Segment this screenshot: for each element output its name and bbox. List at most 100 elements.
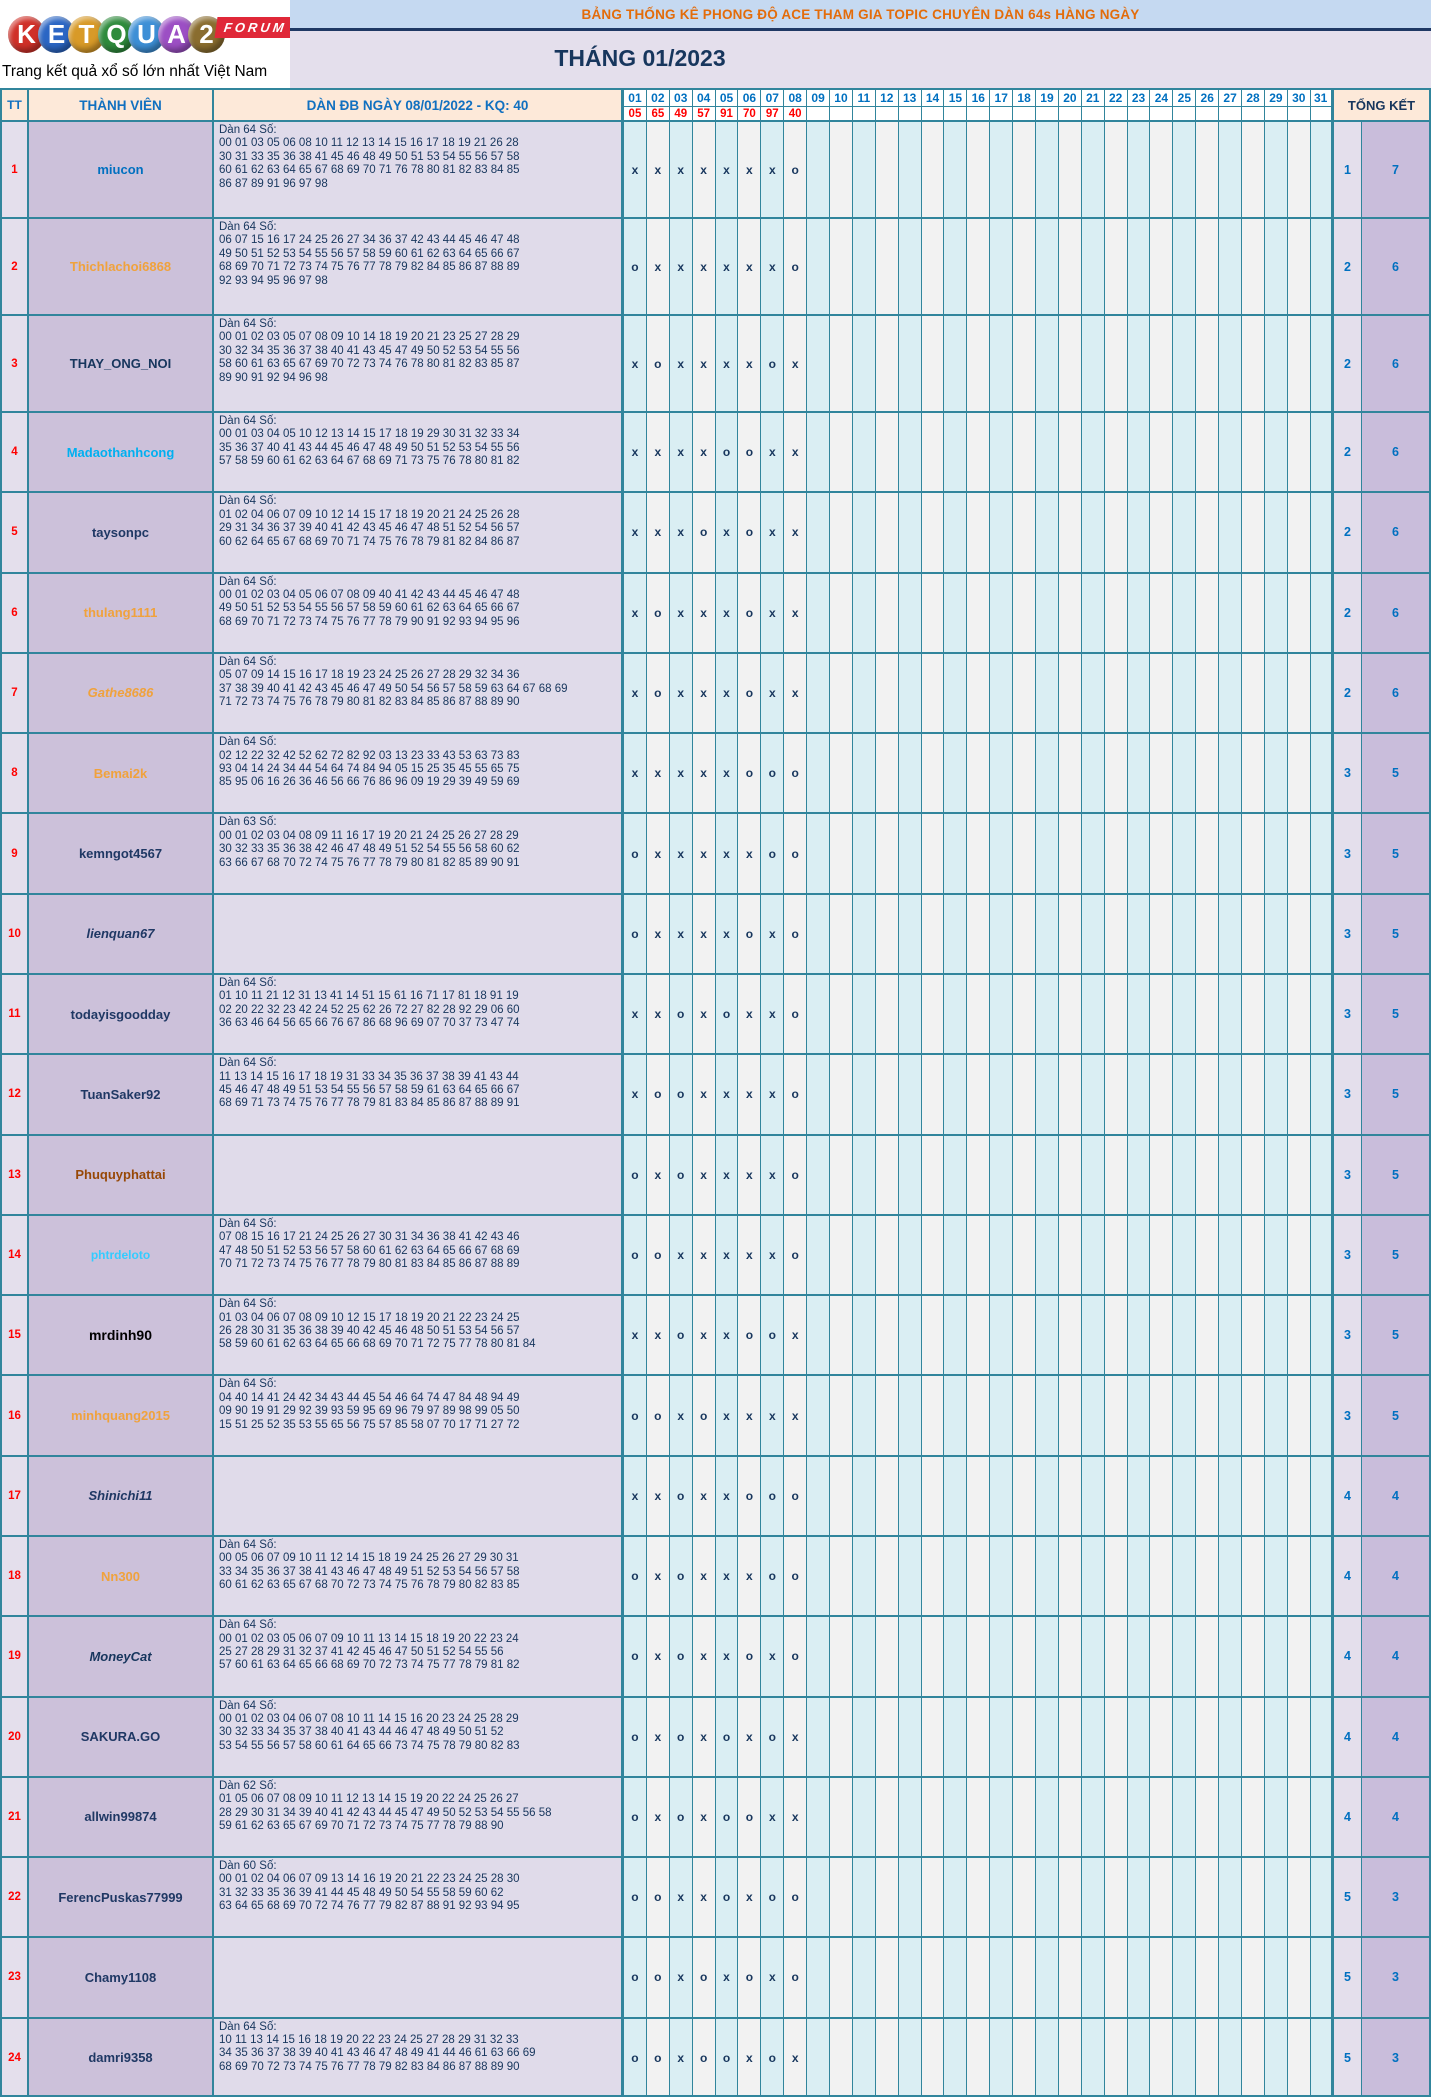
- dan-line: 01 05 06 07 08 09 10 11 12 13 14 15 19 2…: [219, 1793, 519, 1806]
- day-cell: [1127, 734, 1151, 813]
- day-cell: [1242, 1617, 1265, 1696]
- day-cell: [1127, 1617, 1151, 1696]
- day-cell: [830, 1777, 853, 1857]
- day-cell: x: [646, 1296, 670, 1375]
- day-cell: o: [784, 814, 808, 893]
- day-cell: [1173, 1858, 1197, 1937]
- day-cell: [1196, 1376, 1220, 1455]
- day-cell: [1287, 219, 1311, 314]
- day-cell: x: [715, 493, 739, 572]
- day-cell: [944, 1376, 968, 1455]
- day-cell: o: [784, 122, 808, 217]
- member-cell: Shinichi11: [29, 1456, 214, 1535]
- day-cell: [830, 413, 853, 492]
- total-hit: 7: [1362, 122, 1429, 217]
- tt-cell: 11: [2, 974, 29, 1054]
- day-header-col: 22: [1104, 90, 1128, 120]
- day-cell: o: [624, 814, 647, 893]
- day-header-col: 04 57: [692, 90, 716, 120]
- day-cell: x: [692, 814, 716, 893]
- day-cell: [1036, 1215, 1059, 1295]
- day-cell: [1104, 1938, 1128, 2017]
- day-cell: [875, 122, 899, 217]
- dan-label: Dàn 64 Số:: [219, 976, 277, 989]
- day-cell: x: [646, 1456, 670, 1535]
- table-row: 23 Chamy1108 o o x o x o x o 5 3: [2, 1938, 1429, 2019]
- day-cell: [1196, 974, 1220, 1054]
- day-cell: x: [784, 493, 808, 572]
- day-cell: [921, 122, 945, 217]
- member-cell: taysonpc: [29, 493, 214, 572]
- day-cell: x: [646, 974, 670, 1054]
- day-cell: x: [715, 1938, 739, 2017]
- day-cell: x: [715, 1617, 739, 1696]
- day-cell: x: [692, 974, 716, 1054]
- day-cell: [1310, 1135, 1334, 1214]
- tt-cell: 6: [2, 573, 29, 652]
- day-cell: [1127, 1215, 1151, 1295]
- day-cell: [944, 1858, 968, 1937]
- day-cell: x: [761, 413, 785, 492]
- day-cell: [1264, 1215, 1288, 1295]
- total-miss: 3: [1334, 1296, 1362, 1375]
- day-label: 12: [875, 90, 898, 107]
- day-cell: [898, 1697, 922, 1776]
- day-cell: [1287, 1215, 1311, 1295]
- day-cell: [1287, 1376, 1311, 1455]
- table-row: 14 phtrdeloto Dàn 64 Số: 07 08 15 16 17 21 …: [2, 1215, 1429, 1297]
- day-cell: o: [669, 1135, 693, 1214]
- day-kq-value: 57: [697, 107, 711, 120]
- day-cell: [1310, 1296, 1334, 1375]
- day-cell: [807, 493, 831, 572]
- day-cell: o: [646, 2018, 670, 2095]
- day-cell: [875, 1536, 899, 1616]
- day-cell: [807, 894, 831, 973]
- day-kq-value: [807, 107, 829, 120]
- day-cell: x: [692, 653, 716, 733]
- day-cell: [1242, 573, 1265, 652]
- day-cell: o: [669, 1777, 693, 1857]
- day-cell: [1242, 2018, 1265, 2095]
- day-cell: [1058, 122, 1082, 217]
- total-miss: 4: [1334, 1697, 1362, 1776]
- day-cell: [898, 1938, 922, 2017]
- day-kq-value: [1196, 107, 1218, 120]
- dan-label: Dàn 64 Số:: [219, 1057, 277, 1070]
- day-cell: [1219, 573, 1243, 652]
- day-cell: [1081, 1055, 1105, 1134]
- day-header-col: 01 05: [624, 90, 647, 120]
- day-label: 04: [692, 90, 715, 107]
- day-cell: o: [624, 219, 647, 314]
- day-cell: [830, 1938, 853, 2017]
- day-cell: [1287, 734, 1311, 813]
- day-kq-value: [967, 107, 989, 120]
- dan-label: Dàn 64 Số:: [219, 1378, 277, 1391]
- day-cell: [1173, 1536, 1197, 1616]
- day-cell: [1104, 814, 1128, 893]
- header-tt: TT: [2, 90, 29, 120]
- day-label: 06: [738, 90, 761, 107]
- day-cell: [1219, 734, 1243, 813]
- day-cell: [967, 316, 991, 411]
- day-cell: [1264, 1536, 1288, 1616]
- member-name: Bemai2k: [93, 765, 148, 781]
- day-cell: o: [715, 413, 739, 492]
- day-cell: [1058, 316, 1082, 411]
- day-header-col: 31: [1310, 90, 1334, 120]
- dan-line: 93 04 14 24 34 44 54 64 74 84 94 05 15 2…: [219, 762, 520, 775]
- day-cell: [1196, 122, 1220, 217]
- day-cell: [1058, 1536, 1082, 1616]
- dan-line: 02 12 22 32 42 52 62 72 82 92 03 13 23 3…: [219, 749, 520, 762]
- day-cell: [807, 1536, 831, 1616]
- day-cell: [1310, 974, 1334, 1054]
- day-cell: o: [624, 1617, 647, 1696]
- total-miss: 3: [1334, 814, 1362, 893]
- member-cell: Chamy1108: [29, 1938, 214, 2017]
- day-cell: [1219, 1536, 1243, 1616]
- day-cell: [1058, 1617, 1082, 1696]
- day-cell: x: [738, 1376, 762, 1455]
- day-cell: [1150, 1215, 1174, 1295]
- day-cell: [1310, 1055, 1334, 1134]
